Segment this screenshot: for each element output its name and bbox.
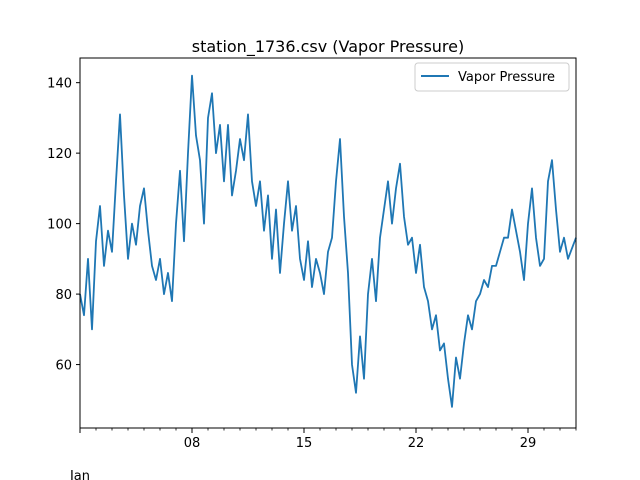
plot-area: 60 80 100 120 140 08 15 22 29 Jan bbox=[47, 57, 577, 480]
x-tick-label: 08 bbox=[184, 436, 201, 451]
y-tick-label: 140 bbox=[47, 77, 72, 92]
legend: Vapor Pressure bbox=[414, 62, 570, 92]
chart-title: station_1736.csv (Vapor Pressure) bbox=[192, 37, 464, 57]
x-tick-label: 22 bbox=[408, 436, 425, 451]
series-line-0 bbox=[79, 74, 577, 408]
x-month-label: Jan bbox=[69, 469, 90, 480]
y-tick-label: 100 bbox=[47, 218, 72, 233]
x-tick-label: 29 bbox=[520, 436, 537, 451]
y-tick-label: 120 bbox=[47, 147, 72, 162]
x-tick-label: 15 bbox=[296, 436, 313, 451]
legend-box bbox=[414, 62, 570, 92]
axes-frame bbox=[79, 57, 577, 429]
y-tick-label: 80 bbox=[55, 288, 72, 303]
legend-label: Vapor Pressure bbox=[458, 70, 555, 85]
y-tick-label: 60 bbox=[55, 359, 72, 374]
